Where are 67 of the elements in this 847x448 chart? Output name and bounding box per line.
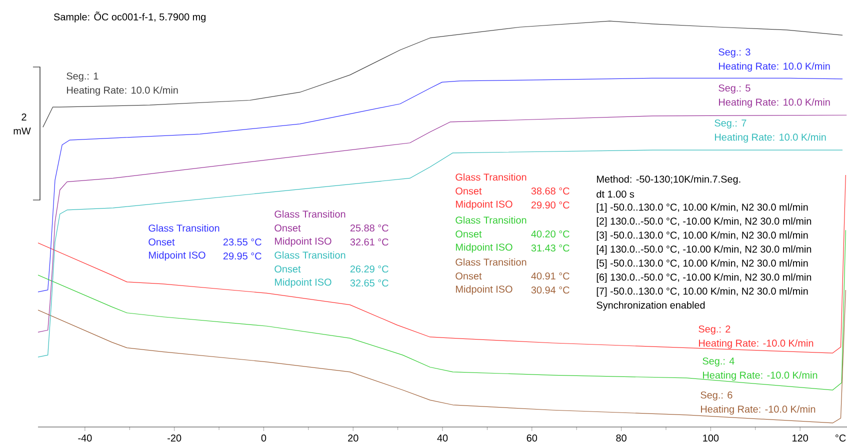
annotation: 32.65 °C (350, 279, 388, 287)
annotation: Midpoint ISO (456, 285, 512, 295)
annotation: Midpoint ISO (456, 243, 512, 253)
annotation: [3] -50.0..130.0 °C, 10.00 K/min, N2 30.0 ml/min (596, 231, 808, 241)
annotation: Onset (456, 272, 482, 280)
annotation: Onset (274, 265, 301, 273)
chart-title: Sample: ÕC oc001-f-1, 5.7900 mg (54, 12, 206, 22)
annotation: Glass Transition (456, 258, 526, 266)
annotation: Midpoint ISO (275, 278, 332, 288)
series-label: Seg.: 4 (702, 357, 734, 367)
annotation: Glass Transition (274, 251, 346, 259)
x-tick-label: 20 (348, 434, 358, 442)
annotation: [1] -50.0..130.0 °C, 10.00 K/min, N2 30.0 ml/min (596, 203, 808, 213)
annotation: [5] -50.0..130.0 °C, 10.00 K/min, N2 30.0 ml/min (596, 259, 808, 269)
text: 2 (22, 114, 26, 120)
x-tick-label: 120 (792, 434, 808, 442)
annotation: 40.20 °C (531, 230, 570, 238)
annotation: Onset (148, 238, 175, 246)
annotation: Glass Transition (456, 173, 526, 181)
text: Seg.: 5 (718, 84, 750, 94)
x-tick-label: -20 (168, 434, 182, 442)
annotation: [2] 130.0..-50.0 °C, -10.00 K/min, N2 30.0 ml/min (596, 217, 812, 227)
annotation: 38.68 °C (531, 187, 570, 195)
annotation: Heating Rate: -10.0 K/min (701, 405, 816, 415)
annotation: 25.88 °C (350, 224, 388, 232)
annotation: 29.95 °C (223, 252, 262, 260)
annotation: Heating Rate: 10.0 K/min (715, 133, 826, 143)
annotation: Onset (456, 230, 482, 238)
annotation: dt 1.00 s (596, 190, 634, 198)
annotation: Heating Rate: 10.0 K/min (719, 98, 830, 108)
annotation: 26.29 °C (350, 265, 388, 273)
annotation: Heating Rate: -10.0 K/min (703, 371, 818, 381)
annotation: Midpoint ISO (149, 251, 206, 261)
annotation: Heating Rate: 10.0 K/min (67, 86, 178, 96)
annotation: 23.55 °C (223, 238, 262, 246)
annotation: Onset (274, 224, 301, 232)
annotation: Midpoint ISO (275, 237, 332, 247)
x-tick-label: 80 (616, 434, 626, 442)
annotation: 32.61 °C (350, 238, 388, 246)
annotation: Onset (456, 187, 482, 195)
series-label: Seg.: 2 (698, 325, 730, 335)
annotation: Heating Rate: 10.0 K/min (719, 62, 830, 72)
annotation: Glass Transition (274, 210, 346, 218)
text: mW (14, 128, 31, 134)
annotation: Method: -50-130;10K/min.7.Seg. (597, 175, 740, 185)
annotation: 40.91 °C (531, 272, 570, 280)
text: Seg.: 3 (718, 48, 750, 58)
series-label: Seg.: 6 (700, 391, 732, 401)
x-tick-label: 40 (437, 434, 448, 442)
annotation: Midpoint ISO (456, 200, 512, 210)
x-tick-label: 0 (261, 434, 266, 442)
text: Seg.: 7 (714, 119, 746, 129)
annotation: Synchronization enabled (596, 301, 705, 311)
annotation: [4] 130.0..-50.0 °C, -10.00 K/min, N2 30.0 ml/min (596, 245, 812, 255)
annotation: [6] 130.0..-50.0 °C, -10.00 K/min, N2 30.0 ml/min (596, 273, 812, 283)
annotation: 29.90 °C (531, 201, 570, 209)
annotation: 30.94 °C (531, 286, 570, 294)
annotation: Glass Transition (148, 224, 220, 232)
x-tick-label: 60 (526, 434, 538, 442)
text: Seg.: 1 (66, 72, 98, 82)
x-tick-label: 100 (703, 434, 719, 442)
annotation: [7] -50.0..130.0 °C, 10.00 K/min, N2 30.0 ml/min (596, 287, 808, 297)
annotation: Glass Transition (456, 216, 526, 224)
x-tick-label: -40 (78, 434, 92, 442)
x-axis-title: °C (836, 434, 846, 442)
annotation: 31.43 °C (531, 244, 570, 252)
annotation: Heating Rate: -10.0 K/min (699, 339, 814, 349)
